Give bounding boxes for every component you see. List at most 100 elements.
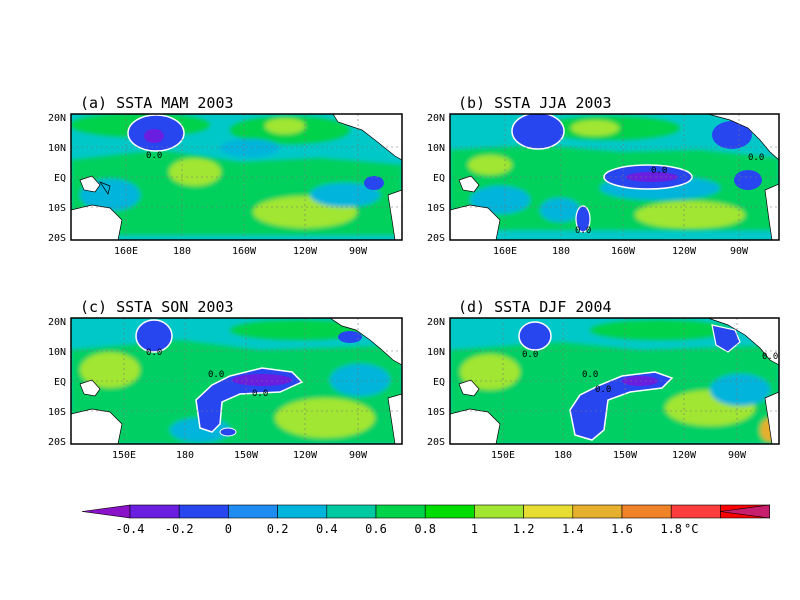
y-axis-labels: 20N 10N EQ 10S 20S	[427, 113, 445, 244]
y-tick: EQ	[54, 377, 66, 388]
y-tick: 20N	[48, 317, 66, 328]
colorbar-labels: -0.4 -0.2 0 0.2 0.4 0.6 0.8 1 1.2 1.4 1.6 1.8	[116, 522, 682, 536]
y-tick: 20S	[427, 437, 445, 448]
y-tick: EQ	[433, 377, 445, 388]
colorbar-label: 0.8	[414, 522, 436, 536]
x-tick: 150E	[491, 450, 515, 461]
colorbar-label: 1.4	[562, 522, 584, 536]
contour-label: 0.0	[252, 389, 268, 399]
colorbar-label: -0.2	[165, 522, 194, 536]
x-tick: 180	[554, 450, 572, 461]
colorbar-arrow-low	[81, 504, 131, 519]
contour-label: 0.0	[575, 226, 591, 236]
map-field: 0.0	[71, 114, 402, 240]
y-tick: 10N	[427, 347, 445, 358]
y-tick: EQ	[433, 173, 445, 184]
map-field: 0.0 0.0 0.0	[71, 318, 402, 444]
x-axis-labels: 150E 180 150W 120W 90W	[491, 450, 747, 461]
x-tick: 160E	[493, 246, 517, 257]
x-tick: 120W	[672, 450, 697, 461]
colorbar-swatch	[424, 504, 475, 519]
x-axis-labels: 160E 180 160W 120W 90W	[493, 246, 749, 257]
x-tick: 150W	[613, 450, 638, 461]
y-axis-labels: 20N 10N EQ 10S 20S	[48, 113, 66, 244]
x-axis-labels: 150E 180 150W 120W 90W	[112, 450, 368, 461]
x-tick: 150W	[234, 450, 259, 461]
panel-title: (b) SSTA JJA 2003	[458, 94, 612, 112]
x-tick: 90W	[730, 246, 749, 257]
colorbar-label: 0.2	[267, 522, 289, 536]
y-tick: 20N	[48, 113, 66, 124]
colorbar-label: 0.4	[316, 522, 338, 536]
panel-b: (b) SSTA JJA 2003 0.0	[427, 94, 780, 257]
colorbar-swatch	[277, 504, 328, 519]
colorbar-label: 1.8	[660, 522, 682, 536]
x-tick: 180	[176, 450, 194, 461]
x-tick: 160E	[114, 246, 138, 257]
contour-label: 0.0	[748, 153, 764, 163]
colorbar-swatch	[670, 504, 721, 519]
colorbar-swatch	[228, 504, 278, 519]
y-tick: 10S	[48, 407, 66, 418]
colorbar: -0.4 -0.2 0 0.2 0.4 0.6 0.8 1 1.2 1.4 1.6 1.8 °C	[81, 504, 770, 536]
colorbar-swatch	[572, 504, 623, 519]
y-tick: EQ	[54, 173, 66, 184]
y-axis-labels: 20N 10N EQ 10S 20S	[427, 317, 445, 448]
panel-a: (a) SSTA MAM 2003 0.0	[48, 94, 403, 257]
panel-title: (a) SSTA MAM 2003	[80, 94, 234, 112]
colorbar-label: 1.2	[513, 522, 535, 536]
contour-label: 0.0	[146, 151, 162, 161]
colorbar-swatch	[129, 504, 180, 519]
contour-label: 0.0	[522, 350, 538, 360]
x-tick: 90W	[349, 246, 368, 257]
panel-c: (c) SSTA SON 2003 0.0 0.0 0.0	[48, 298, 403, 461]
x-tick: 90W	[728, 450, 747, 461]
x-tick: 180	[552, 246, 570, 257]
colorbar-label: 0	[225, 522, 232, 536]
y-tick: 20N	[427, 113, 445, 124]
x-axis-labels: 160E 180 160W 120W 90W	[114, 246, 368, 257]
y-tick: 10N	[48, 143, 66, 154]
colorbar-swatch	[474, 504, 524, 519]
y-tick: 10N	[427, 143, 445, 154]
map-field: 0.0 0.0 0.0	[450, 114, 779, 240]
x-tick: 160W	[232, 246, 257, 257]
y-axis-labels: 20N 10N EQ 10S 20S	[48, 317, 66, 448]
y-tick: 20S	[48, 437, 66, 448]
x-tick: 120W	[293, 450, 318, 461]
colorbar-unit: °C	[684, 522, 698, 536]
colorbar-swatches	[81, 504, 770, 519]
panel-title: (d) SSTA DJF 2004	[458, 298, 612, 316]
x-tick: 180	[173, 246, 191, 257]
y-tick: 10S	[427, 203, 445, 214]
x-tick: 160W	[611, 246, 636, 257]
colorbar-label: -0.4	[116, 522, 145, 536]
colorbar-swatch	[621, 504, 672, 519]
y-tick: 20S	[48, 233, 66, 244]
contour-label: 0.0	[146, 348, 162, 358]
x-tick: 120W	[293, 246, 318, 257]
colorbar-label: 1.6	[611, 522, 633, 536]
colorbar-swatch	[375, 504, 426, 519]
x-tick: 90W	[349, 450, 368, 461]
panel-d: (d) SSTA DJF 2004 0.0 0.0 0.0 0.0	[427, 298, 780, 461]
colorbar-label: 1	[471, 522, 478, 536]
contour-label: 0.0	[595, 385, 611, 395]
y-tick: 10S	[48, 203, 66, 214]
contour-label: 0.0	[651, 166, 667, 176]
colorbar-swatch	[523, 504, 574, 519]
y-tick: 10S	[427, 407, 445, 418]
y-tick: 20N	[427, 317, 445, 328]
contour-label: 0.0	[582, 370, 598, 380]
panel-title: (c) SSTA SON 2003	[80, 298, 234, 316]
contour-label: 0.0	[208, 370, 224, 380]
y-tick: 20S	[427, 233, 445, 244]
y-tick: 10N	[48, 347, 66, 358]
colorbar-swatch	[326, 504, 377, 519]
colorbar-arrow-high	[719, 504, 770, 519]
contour-label: 0.0	[762, 352, 778, 362]
map-field: 0.0 0.0 0.0 0.0	[450, 318, 779, 444]
x-tick: 120W	[672, 246, 697, 257]
x-tick: 150E	[112, 450, 136, 461]
